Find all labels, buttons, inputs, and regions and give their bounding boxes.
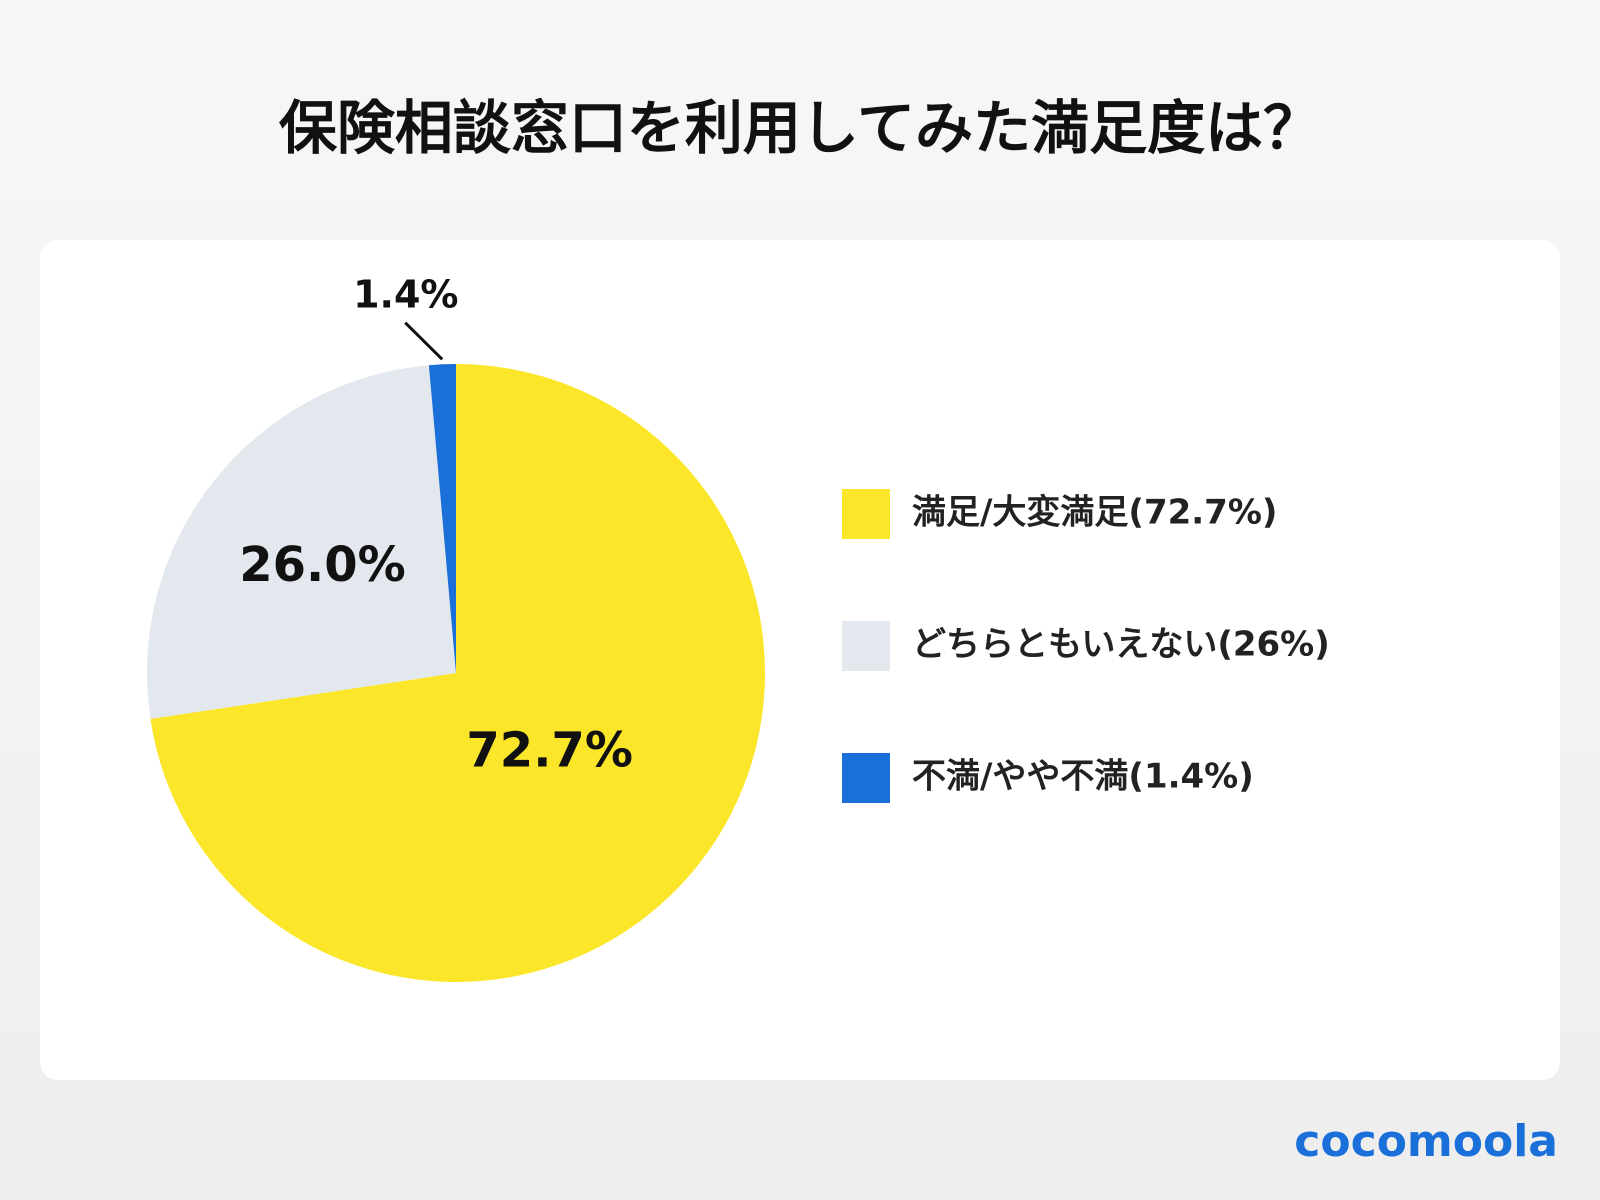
data-label: 1.4% (353, 273, 458, 317)
legend-swatch (842, 621, 890, 671)
legend-swatch (842, 753, 890, 803)
legend-label: 満足/大変満足(72.7%) (912, 493, 1277, 533)
pie-slice (150, 364, 766, 982)
pie-slice (147, 365, 456, 719)
legend-swatch (842, 489, 890, 539)
legend-label: 不満/やや不満(1.4%) (912, 757, 1254, 797)
data-label: 72.7% (466, 723, 633, 779)
leader-line (404, 321, 444, 361)
logo: cocomoola (1294, 1116, 1558, 1167)
data-label: 26.0% (239, 537, 406, 593)
chart-title: 保険相談窓口を利用してみた満足度は？ (279, 94, 1321, 162)
pie-slice (428, 364, 456, 673)
legend-label: どちらともいえない(26%) (912, 625, 1330, 665)
